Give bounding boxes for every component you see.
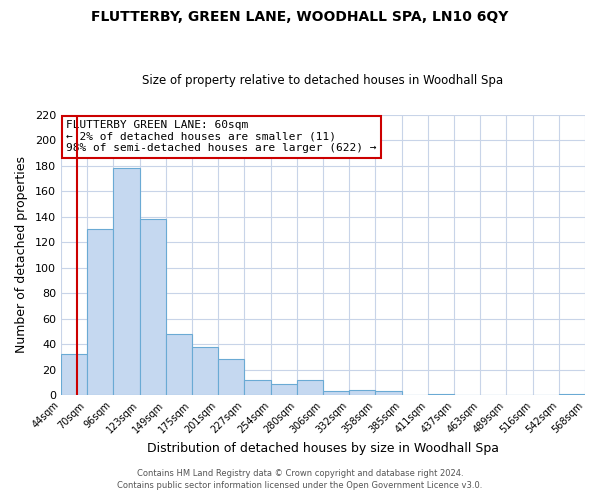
- Bar: [166, 334, 192, 395]
- Bar: [113, 168, 140, 395]
- Text: FLUTTERBY GREEN LANE: 60sqm
← 2% of detached houses are smaller (11)
98% of semi: FLUTTERBY GREEN LANE: 60sqm ← 2% of deta…: [66, 120, 377, 154]
- Bar: [559, 394, 585, 395]
- Title: Size of property relative to detached houses in Woodhall Spa: Size of property relative to detached ho…: [142, 74, 503, 87]
- Bar: [218, 360, 244, 395]
- Y-axis label: Number of detached properties: Number of detached properties: [15, 156, 28, 354]
- Bar: [428, 394, 454, 395]
- Bar: [61, 354, 87, 395]
- Bar: [192, 346, 218, 395]
- Bar: [140, 219, 166, 395]
- Bar: [375, 392, 402, 395]
- Text: Contains HM Land Registry data © Crown copyright and database right 2024.
Contai: Contains HM Land Registry data © Crown c…: [118, 468, 482, 490]
- Bar: [271, 384, 297, 395]
- Bar: [349, 390, 375, 395]
- Bar: [244, 380, 271, 395]
- X-axis label: Distribution of detached houses by size in Woodhall Spa: Distribution of detached houses by size …: [147, 442, 499, 455]
- Bar: [87, 230, 113, 395]
- Bar: [297, 380, 323, 395]
- Text: FLUTTERBY, GREEN LANE, WOODHALL SPA, LN10 6QY: FLUTTERBY, GREEN LANE, WOODHALL SPA, LN1…: [91, 10, 509, 24]
- Bar: [323, 392, 349, 395]
